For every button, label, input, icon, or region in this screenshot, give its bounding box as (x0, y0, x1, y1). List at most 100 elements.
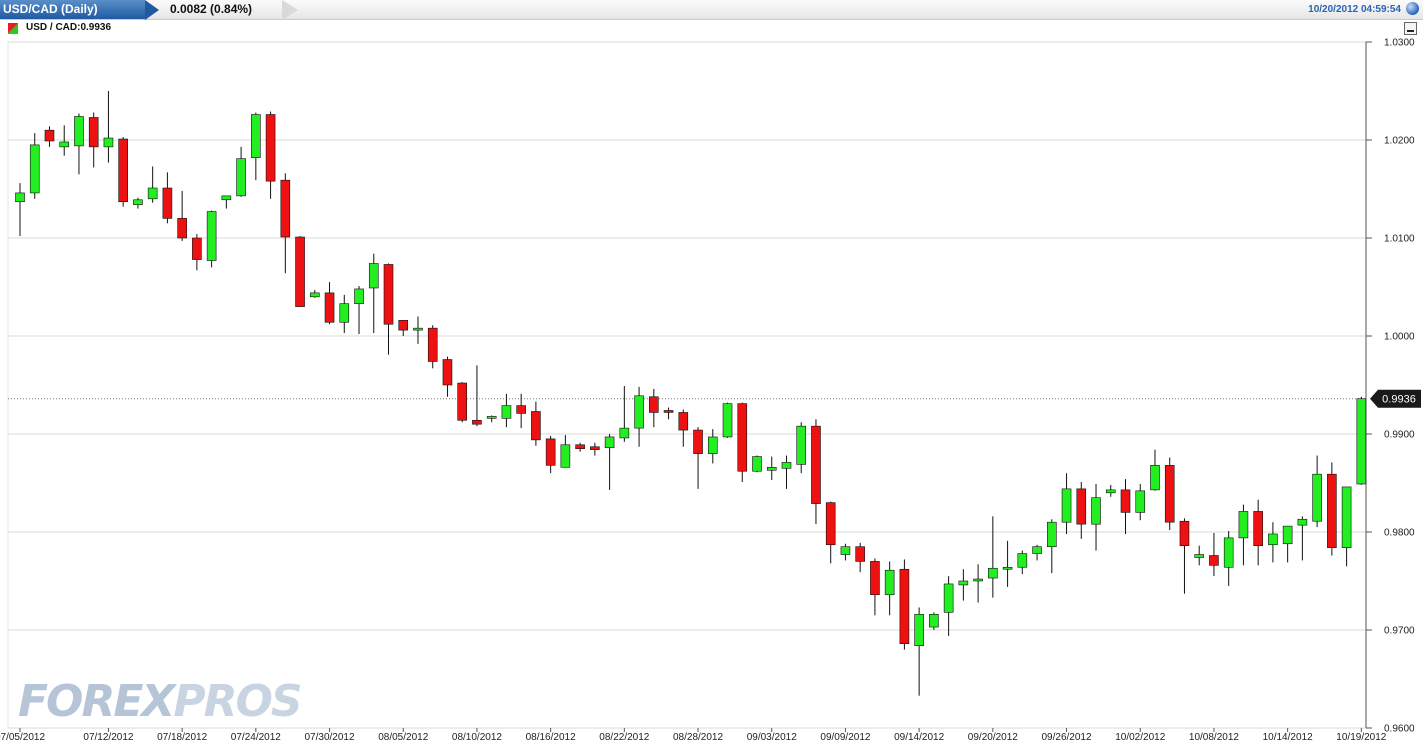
candle-body (737, 403, 748, 472)
x-tick-label: 07/05/2012 (0, 732, 45, 743)
x-tick-label: 10/08/2012 (1189, 732, 1239, 743)
candle-body (958, 580, 969, 586)
candle-body (44, 129, 55, 142)
candle-body (1017, 553, 1028, 568)
candle-body (265, 114, 276, 182)
candle-body (339, 303, 350, 323)
candle-body (1076, 488, 1087, 525)
candle-body (531, 411, 541, 441)
candle-body (516, 405, 526, 414)
x-tick-label: 09/03/2012 (747, 732, 797, 743)
candle-body (133, 199, 143, 205)
y-tick-label: 1.0200 (1384, 136, 1415, 147)
x-tick-label: 07/30/2012 (305, 732, 355, 743)
info-bar: USD / CAD:0.9936 (0, 20, 1423, 36)
last-price-tag (1370, 389, 1421, 408)
symbol-tab[interactable]: USD/CAD (Daily) (0, 0, 145, 19)
x-tick-label: 09/26/2012 (1042, 732, 1092, 743)
candle-body (221, 195, 232, 201)
candle-body (103, 137, 114, 148)
candle-body (825, 502, 836, 546)
candle-body (1253, 511, 1263, 547)
candle-body (147, 187, 158, 200)
candle-body (1312, 473, 1322, 522)
candle-body (899, 568, 910, 645)
x-tick-label: 09/14/2012 (894, 732, 944, 743)
y-tick-label: 1.0300 (1384, 38, 1415, 49)
candle-body (324, 292, 335, 323)
candle-body (590, 446, 600, 450)
candle-body (1238, 511, 1249, 539)
candle-body (1032, 546, 1042, 554)
candle-body (870, 561, 880, 596)
candle-body (560, 444, 571, 468)
candle-body (693, 429, 703, 454)
candlestick-chart[interactable]: 1.0300 1.0200 1.0100 1.0000 0.9900 0.9800 0.97… (0, 36, 1423, 754)
candle-body (1047, 521, 1057, 548)
y-tick-label: 0.9900 (1384, 430, 1415, 441)
x-tick-label: 10/02/2012 (1115, 732, 1165, 743)
y-tick-label: 0.9700 (1384, 626, 1415, 637)
candle-body (1341, 486, 1352, 548)
candle-body (929, 614, 939, 628)
candle-body (368, 263, 379, 289)
tab-end-icon (282, 0, 298, 20)
x-tick-label: 08/28/2012 (673, 732, 723, 743)
candle-body (309, 292, 320, 298)
candle-body (413, 327, 423, 331)
candle-body (604, 436, 615, 449)
candle-body (855, 546, 865, 562)
candle-body (1268, 533, 1278, 546)
candle-body (383, 264, 394, 325)
x-tick-label: 07/12/2012 (83, 732, 133, 743)
candle-body (74, 116, 84, 147)
candle-body (707, 436, 718, 454)
candle-body (1209, 555, 1219, 566)
candle-body (1297, 518, 1308, 526)
currency-flag-icon (8, 23, 18, 34)
candle-body (1194, 554, 1204, 558)
candle-body (1105, 489, 1116, 494)
candle-body (781, 462, 792, 469)
candle-body (177, 218, 187, 239)
candle-body (354, 288, 364, 304)
candle-body (722, 403, 733, 438)
candle-body (1164, 465, 1175, 523)
price-change: 0.0082 (0.84%) (170, 2, 253, 16)
candle-body (472, 419, 482, 425)
candle-body (280, 179, 291, 238)
candle-body (15, 192, 25, 203)
candle-body (295, 236, 305, 307)
x-tick-label: 09/09/2012 (820, 732, 870, 743)
candle-body (766, 467, 777, 471)
forexpros-logo: FOREXPROS (18, 676, 303, 727)
candle-body (752, 456, 762, 472)
candle-body (634, 395, 644, 429)
candle-body (1135, 490, 1146, 513)
candle-body (1120, 489, 1131, 513)
candle-body (796, 425, 807, 465)
candle-body (914, 614, 924, 646)
timestamp: 10/20/2012 04:59:54 (1308, 4, 1401, 15)
candle-body (162, 187, 173, 219)
candle-body (988, 567, 998, 579)
candle-body (973, 578, 983, 582)
y-tick-label: 0.9600 (1384, 724, 1415, 735)
candle-body (884, 569, 895, 596)
candle-body (1223, 537, 1234, 568)
candle-body (501, 405, 512, 419)
candle-body (251, 114, 261, 158)
candle-body (486, 416, 497, 419)
globe-icon[interactable] (1406, 2, 1419, 15)
candle-body (192, 237, 202, 260)
x-tick-label: 08/10/2012 (452, 732, 502, 743)
minimize-icon[interactable] (1404, 22, 1417, 35)
x-tick-label: 10/14/2012 (1263, 732, 1313, 743)
symbol-price-label: USD / CAD:0.9936 (26, 22, 112, 33)
x-tick-label: 07/18/2012 (157, 732, 207, 743)
candle-body (545, 438, 556, 466)
plot-area (7, 41, 1367, 729)
candle-body (59, 141, 70, 148)
y-tick-label: 0.9800 (1384, 528, 1415, 539)
candle-body (678, 412, 689, 431)
